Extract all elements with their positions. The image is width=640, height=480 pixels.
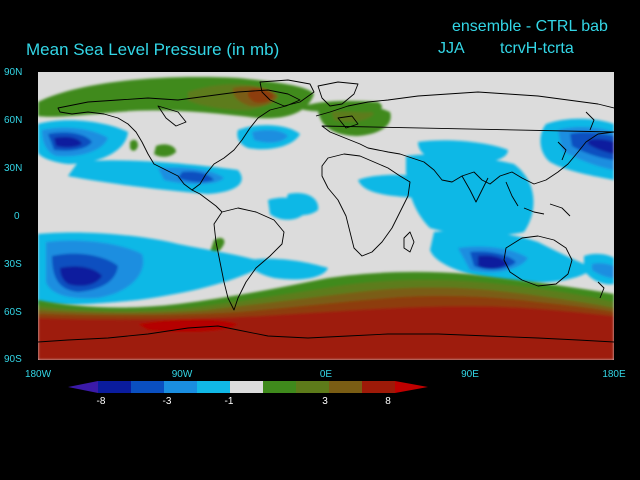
lon-label-0e: 0E [319,369,333,380]
lon-label-180e: 180E [602,369,626,380]
colorbar-swatch-3 [164,381,197,393]
negative-anomaly-regions [38,118,614,305]
colorbar-swatch-1 [98,381,131,393]
lat-label-90s: 90S [4,354,22,365]
southern-ocean-positive-band [38,271,614,360]
lat-label-90n: 90N [4,67,23,78]
colorbar-swatch-10 [395,381,428,393]
season-label: JJA [438,40,465,57]
colorbar-swatch-7 [296,381,329,393]
colorbar-swatch-8 [329,381,362,393]
colorbar-swatch-5 [230,381,263,393]
colorbar-swatch-0 [68,381,98,393]
lon-label-90w: 90W [171,369,193,380]
pressure-anomaly-map [38,72,614,360]
colorbar [68,381,428,393]
lon-label-90e: 90E [461,369,479,380]
coastlines [38,79,614,343]
lat-label-60s: 60S [4,307,22,318]
colorbar-label-8: 8 [385,396,391,407]
colorbar-label-neg8: -8 [96,396,106,407]
experiment-label: tcrvH-tcrta [500,40,574,57]
colorbar-swatch-6 [263,381,296,393]
colorbar-swatch-4 [197,381,230,393]
colorbar-label-3: 3 [322,396,328,407]
lat-label-60n: 60N [4,115,23,126]
colorbar-label-neg1: -1 [224,396,234,407]
colorbar-swatch-9 [362,381,395,393]
lon-label-180w: 180W [24,369,52,380]
map-title: Mean Sea Level Pressure (in mb) [26,40,280,59]
lat-label-30n: 30N [4,163,23,174]
colorbar-label-neg3: -3 [162,396,172,407]
header-ensemble-label: ensemble - CTRL bab [452,18,608,35]
colorbar-swatch-2 [131,381,164,393]
lat-label-30s: 30S [4,259,22,270]
lat-label-eq: 0 [14,211,20,222]
